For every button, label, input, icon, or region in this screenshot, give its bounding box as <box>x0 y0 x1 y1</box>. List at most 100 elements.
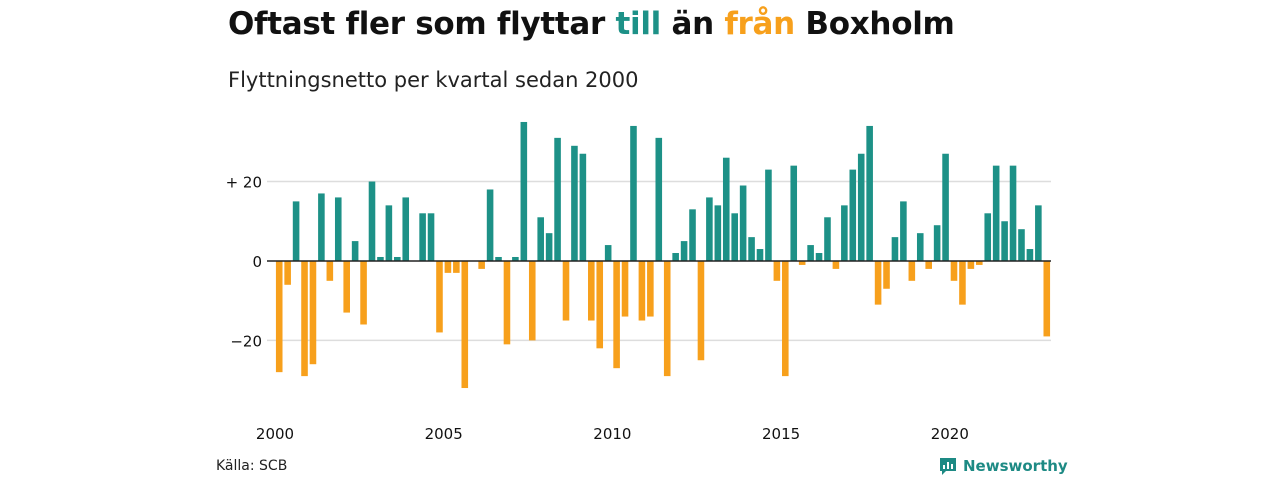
bar <box>722 157 730 261</box>
bar <box>807 245 814 261</box>
bar <box>748 237 755 261</box>
bars <box>275 121 1051 389</box>
bar <box>790 165 798 261</box>
bar <box>512 256 519 261</box>
bar <box>739 185 747 261</box>
bar <box>621 260 629 317</box>
bar <box>866 125 873 261</box>
bar <box>436 260 443 333</box>
bar <box>933 225 941 261</box>
bar <box>486 189 494 261</box>
bar <box>368 181 376 261</box>
bar <box>579 153 587 261</box>
title-part-negative: från <box>724 6 795 42</box>
bar <box>520 121 528 261</box>
title-part-plain: Boxholm <box>794 6 955 42</box>
bar <box>908 260 916 281</box>
bar <box>680 241 688 261</box>
bar <box>495 256 502 261</box>
bar <box>824 217 831 261</box>
chart-title: Oftast fler som flyttar till än från Box… <box>228 6 955 42</box>
bar <box>537 217 544 261</box>
bar <box>765 169 772 261</box>
x-tick-label: 2020 <box>931 425 969 443</box>
bar <box>461 260 469 389</box>
title-part-positive: till <box>615 6 661 42</box>
bar <box>1026 249 1034 261</box>
bar <box>925 260 932 269</box>
bar <box>976 260 983 265</box>
bar <box>351 241 359 261</box>
bar <box>301 260 308 377</box>
bar <box>959 260 966 305</box>
source-note: Källa: SCB <box>216 458 288 474</box>
chart-subtitle: Flyttningsnetto per kvartal sedan 2000 <box>228 68 639 92</box>
bar <box>883 260 890 289</box>
bar <box>402 197 410 261</box>
bar <box>798 260 806 265</box>
bar <box>1043 260 1051 337</box>
bar <box>992 165 1000 261</box>
x-tick-label: 2010 <box>593 425 631 443</box>
bar <box>453 260 460 273</box>
x-tick-label: 2005 <box>425 425 463 443</box>
bar <box>630 125 637 261</box>
x-tick-label: 2000 <box>256 425 294 443</box>
bar <box>942 153 949 261</box>
bar <box>841 205 848 261</box>
bar <box>815 253 823 261</box>
brand-name: Newsworthy <box>963 457 1068 475</box>
bar <box>984 213 992 261</box>
bar <box>444 260 452 273</box>
bar <box>613 260 620 369</box>
bar <box>326 260 334 281</box>
bar <box>1018 229 1025 261</box>
bar <box>562 260 570 321</box>
bar <box>596 260 604 349</box>
bar <box>275 260 283 373</box>
bar <box>967 260 975 269</box>
bar <box>950 260 958 281</box>
bar <box>292 201 300 261</box>
newsworthy-logo-icon <box>940 458 956 475</box>
bar <box>385 205 393 261</box>
bar <box>318 193 325 261</box>
bar <box>832 260 840 269</box>
title-part-plain: än <box>660 6 725 42</box>
bar <box>503 260 511 345</box>
bar <box>672 253 679 261</box>
bar <box>604 245 612 261</box>
bar <box>874 260 882 305</box>
axes: −20 0 + 20 2000 2005 2010 2015 2020 <box>226 174 1051 443</box>
y-tick-label: 0 <box>252 253 262 271</box>
y-tick-label: + 20 <box>226 174 262 192</box>
bar <box>1035 205 1042 261</box>
bar <box>1009 165 1017 261</box>
bar <box>309 260 317 365</box>
bar <box>427 213 435 261</box>
bar <box>528 260 536 341</box>
bar <box>334 197 342 261</box>
bar <box>343 260 350 313</box>
bar <box>655 137 663 261</box>
bar <box>647 260 654 317</box>
bar <box>360 260 367 325</box>
bar <box>394 256 401 261</box>
y-tick-label: −20 <box>230 332 262 350</box>
x-tick-label: 2015 <box>762 425 800 443</box>
bar <box>689 209 696 261</box>
bar <box>900 201 907 261</box>
bar <box>419 213 426 261</box>
bar <box>663 260 671 377</box>
bar <box>284 260 291 285</box>
bar <box>706 197 713 261</box>
bar <box>891 237 899 261</box>
bar <box>478 260 485 269</box>
bar <box>638 260 646 321</box>
bar <box>1001 221 1008 261</box>
bar <box>697 260 705 361</box>
brand-logo: Newsworthy <box>938 456 1068 476</box>
bar <box>377 256 384 261</box>
bar <box>588 260 595 321</box>
